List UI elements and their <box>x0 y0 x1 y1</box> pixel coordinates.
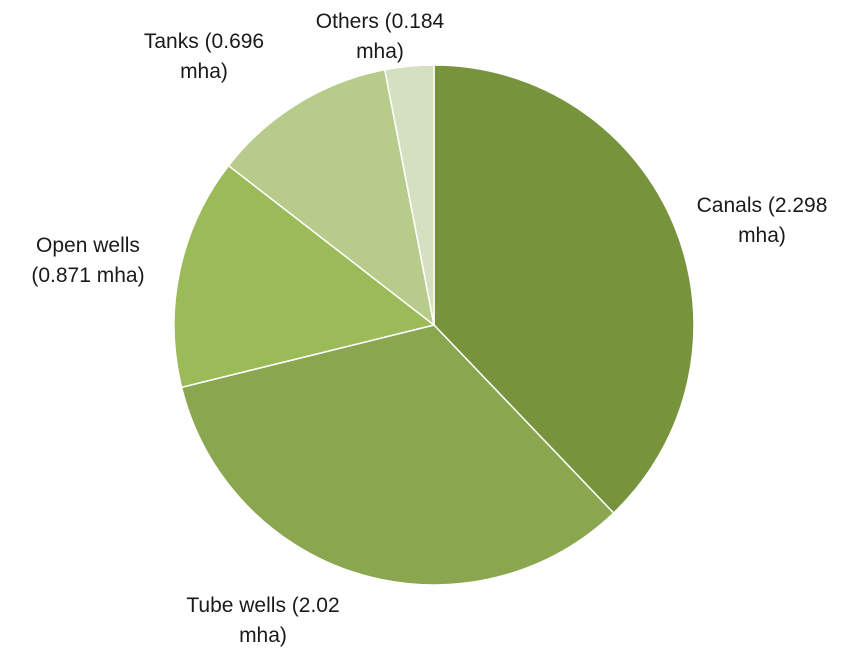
slice-label-line: Canals (2.298 <box>697 194 828 217</box>
slice-label-line: Tanks (0.696 <box>144 30 264 53</box>
slice-label-line: mha) <box>239 624 287 647</box>
pie-slice <box>433 64 695 515</box>
pie-slice <box>383 64 435 326</box>
pie-slice <box>173 164 436 389</box>
slice-label-line: mha) <box>356 40 404 63</box>
slice-label: Tube wells (2.02 mha) <box>186 594 339 647</box>
slice-label-line: Tube wells (2.02 <box>186 594 339 617</box>
pie-slice <box>227 68 436 327</box>
slice-label-line: mha) <box>738 224 786 247</box>
pie-labels: Canals (2.298 mha) Tube wells (2.02 mha) Ope… <box>31 10 827 647</box>
slice-label-line: Open wells <box>36 234 140 257</box>
slice-label: Open wells (0.871 mha) <box>31 234 144 287</box>
slice-label: Others (0.184 mha) <box>316 10 445 63</box>
slice-label-line: (0.871 mha) <box>31 264 144 287</box>
slice-label-line: mha) <box>180 60 228 83</box>
pie-slice <box>180 324 615 586</box>
slice-label: Canals (2.298 mha) <box>697 194 828 247</box>
pie-slices <box>173 64 695 586</box>
slice-label: Tanks (0.696 mha) <box>144 30 264 83</box>
slice-label-line: Others (0.184 <box>316 10 445 33</box>
